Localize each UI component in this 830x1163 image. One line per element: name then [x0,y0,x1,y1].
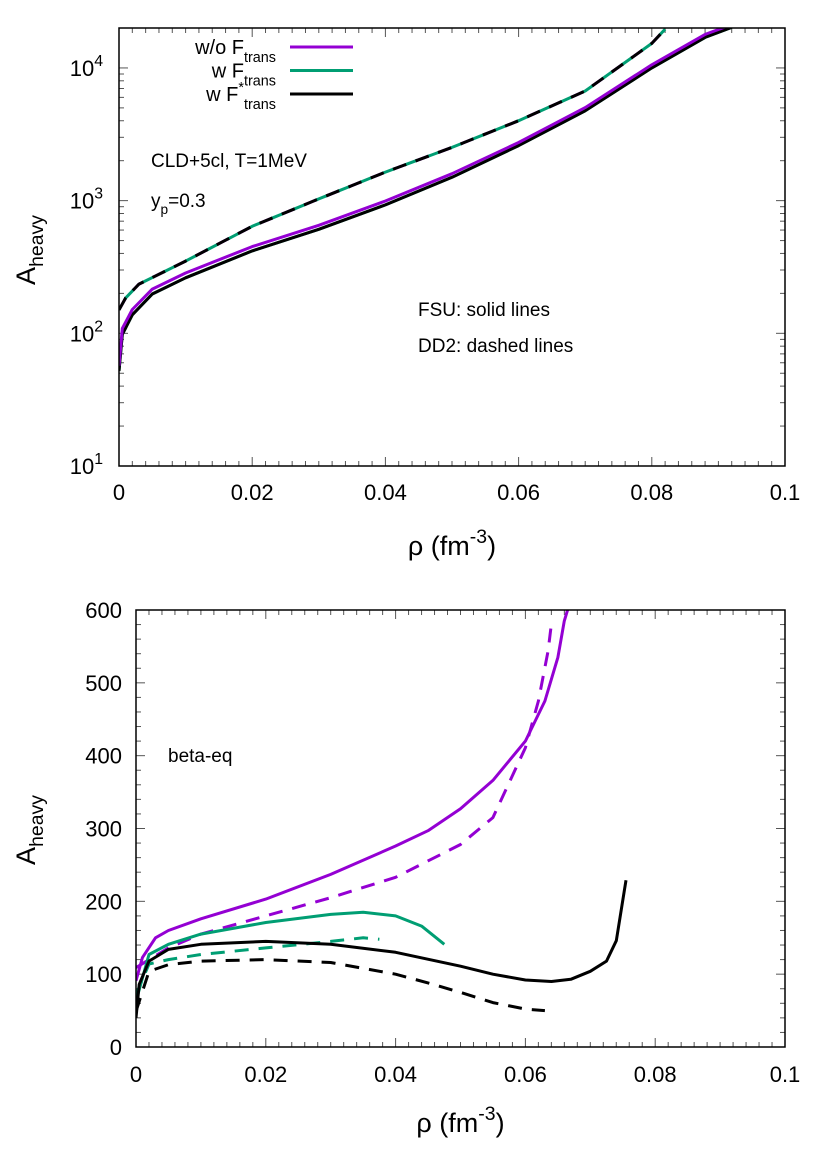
legend-entry-label-part: trans [244,50,276,66]
x-axis-label-part: ) [487,531,496,561]
plot-frame [135,609,786,1048]
ticks [135,609,786,1048]
y-tick-label-part: 10 [70,56,94,81]
y-axis-label-part: heavy [26,795,48,847]
y-tick-label-part: 4 [94,53,103,70]
y-axis-label: Aheavy [11,215,48,285]
series-line-dd2-dashed [119,28,667,311]
annotation-fsu: FSU: solid lines [418,300,550,321]
series-line-fsu-solid [119,28,733,372]
y-tick-label: 103 [70,186,103,214]
legend-entry-label: w F*trans [205,80,276,113]
x-axis-label: ρ (fm-3) [408,526,496,561]
chart-2: 0 0.02 0.04 0.06 0.08 0.1 0 100 200 300 400 500 600 ρ… [11,598,800,1138]
x-axis-label: ρ (fm-3) [416,1103,504,1138]
y-tick-label: 200 [85,889,122,914]
series-line-fsu-solid [136,610,570,982]
y-tick-label: 101 [70,451,103,479]
x-tick-label: 0.1 [770,480,801,505]
x-tick-label: 0.04 [374,1062,417,1087]
y-tick-label-part: 10 [70,454,94,479]
annotation-model: CLD+5cl, T=1MeV [151,151,307,172]
x-tick-label: 0.02 [231,480,274,505]
legend-entry-label-part: trans [244,97,276,113]
x-tick-label: 0.06 [497,480,540,505]
y-axis-label: Aheavy [11,795,48,865]
legend-entry-label-part: w/o F [194,37,244,59]
y-tick-label: 102 [70,318,103,346]
series-line-dd2-dashed [136,936,380,996]
annotation-yp: yp=0.3 [151,191,206,217]
y-tick-label: 500 [85,671,122,696]
annotation-dd2: DD2: dashed lines [418,336,573,357]
series-line-fsu-solid [119,28,727,366]
y-tick-label: 0 [110,1035,122,1060]
legend-entry-label: w/o Ftrans [194,37,276,66]
x-tick-label: 0 [113,480,125,505]
x-axis-label-part: -3 [478,1103,495,1125]
x-axis-label-part: -3 [470,526,487,548]
y-axis-label-part: A [11,847,41,865]
annotation-yp-part: p [161,202,169,217]
y-tick-label: 400 [85,744,122,769]
annotation-yp-part: y [151,191,161,212]
annotation-beta-eq: beta-eq [168,746,232,767]
x-tick-label: 0.08 [634,1062,677,1087]
x-axis-label-part: ) [496,1108,505,1138]
series-group [136,610,628,1019]
legend-entry-label-part: w F [205,84,238,106]
annotation-yp-part: =0.3 [168,191,206,212]
y-tick-label: 100 [85,962,122,987]
x-tick-label: 0.06 [504,1062,547,1087]
x-tick-label: 0.1 [770,1062,801,1087]
series-line-dd2-dashed [136,958,546,1013]
y-tick-label-part: 3 [94,186,103,203]
legend-entry-label: w Ftrans [211,61,276,90]
y-axis-label-part: A [11,267,41,285]
legend-entry-label-part: w F [211,61,244,83]
x-tick-label: 0 [130,1062,142,1087]
y-tick-label: 300 [85,817,122,842]
x-tick-label: 0.08 [630,480,673,505]
y-tick-label: 104 [70,53,103,81]
y-tick-label-part: 10 [70,189,94,214]
y-tick-label-part: 2 [94,318,103,335]
series-line-fsu-solid [136,910,446,1002]
y-tick-label-part: 1 [94,451,103,468]
series-group [119,28,733,372]
x-axis-label-part: ρ (fm [416,1108,478,1138]
y-tick-label-part: 10 [70,321,94,346]
x-tick-label: 0.02 [244,1062,287,1087]
plot-frame [118,27,786,467]
x-tick-label: 0.04 [364,480,407,505]
legend-entry-label-part: * [238,80,244,96]
series-line-fsu-solid [136,879,628,1019]
y-axis-label-part: heavy [26,215,48,267]
x-axis-label-part: ρ (fm [408,531,470,561]
series-line-dd2-dashed [136,623,553,969]
y-tick-label: 600 [85,598,122,623]
legend-entry-label-part: trans [244,74,276,90]
